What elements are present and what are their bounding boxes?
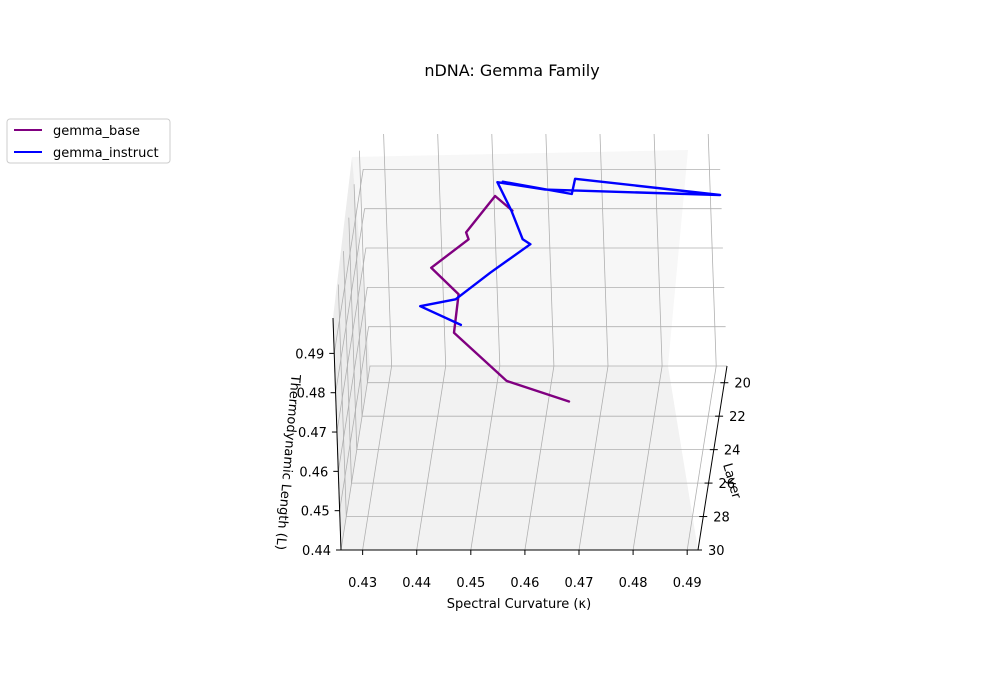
data-point-gemma-base-7	[494, 195, 496, 197]
x-tick-label-3: 0.46	[510, 576, 539, 591]
floor-pane	[341, 366, 698, 550]
data-point-gemma-instruct-5	[522, 238, 524, 240]
data-point-gemma-instruct-4	[529, 243, 532, 245]
axis-lines	[332, 317, 728, 551]
x-tick-label-0: 0.43	[348, 576, 377, 591]
data-point-gemma-instruct-6	[510, 210, 512, 212]
data-point-gemma-base-1	[506, 380, 508, 382]
data-point-gemma-base-6	[465, 231, 467, 233]
tick-labels: 0.43 0.44 0.45 0.46 0.47 0.48 0.49 20 22 24 26 28 30…	[295, 347, 751, 591]
data-point-gemma-instruct-2	[455, 298, 457, 300]
z-tick-label-5: 0.49	[295, 347, 324, 362]
legend: gemma_base gemma_instruct	[6, 118, 171, 164]
grid-line-z-1	[339, 326, 726, 511]
x-tick-label-2: 0.45	[456, 576, 485, 591]
legend-label-gemma-instruct: gemma_instruct	[53, 146, 159, 161]
x-axis-label: Spectral Curvature (κ)	[447, 597, 591, 612]
grid-line-z-0	[340, 365, 727, 551]
data-point-gemma-instruct-3	[489, 272, 491, 274]
data-point-gemma-base-5	[468, 238, 470, 240]
y-tick-label-1: 22	[729, 410, 746, 425]
data-point-gemma-base-4	[430, 267, 432, 269]
y-tick-label-4: 28	[713, 511, 730, 526]
y-axis-line	[697, 365, 728, 551]
axis-panes	[333, 150, 698, 550]
z-tick-label-0: 0.44	[302, 544, 331, 559]
data-series	[419, 177, 722, 403]
data-point-gemma-instruct-11	[571, 193, 573, 195]
z-axis-line	[332, 317, 342, 551]
data-point-gemma-instruct-8	[544, 189, 546, 191]
chart-title: nDNA: Gemma Family	[424, 61, 599, 80]
data-point-gemma-instruct-12	[502, 181, 504, 183]
x-tick-label-1: 0.44	[402, 576, 431, 591]
x-tick-label-6: 0.49	[673, 576, 702, 591]
grid-line-z-2	[337, 286, 725, 472]
x-tick-label-4: 0.47	[565, 576, 594, 591]
grid-line-z-5	[333, 168, 721, 354]
y-tick-label-3: 26	[719, 477, 736, 492]
data-point-gemma-base-2	[453, 332, 455, 334]
data-point-gemma-base-0	[568, 400, 570, 403]
data-point-gemma-base-3	[458, 293, 460, 295]
data-point-gemma-instruct-10	[574, 178, 576, 180]
legend-box	[6, 118, 171, 164]
z-tick-label-2: 0.46	[299, 465, 328, 480]
grid-line-z-3	[336, 247, 723, 433]
y-tick-label-2: 24	[724, 444, 741, 459]
x-tick-label-5: 0.48	[619, 576, 648, 591]
z-tick-label-1: 0.45	[301, 505, 330, 520]
back-pane	[352, 150, 688, 366]
y-tick-label-0: 20	[734, 377, 751, 392]
grid-line-z-4	[335, 208, 722, 393]
y-tick-label-5: 30	[708, 544, 725, 559]
legend-label-gemma-base: gemma_base	[53, 124, 140, 139]
grid-line-x-6	[686, 133, 717, 551]
data-point-gemma-instruct-1	[419, 305, 421, 307]
data-point-gemma-instruct-0	[460, 324, 462, 326]
z-tick-label-4: 0.48	[297, 387, 326, 402]
z-tick-label-3: 0.47	[298, 426, 327, 441]
z-axis-label: Thermodynamic Length (L)	[272, 373, 302, 551]
data-point-gemma-instruct-9	[719, 194, 721, 196]
data-point-gemma-instruct-7	[496, 181, 498, 183]
side-pane	[333, 157, 370, 550]
